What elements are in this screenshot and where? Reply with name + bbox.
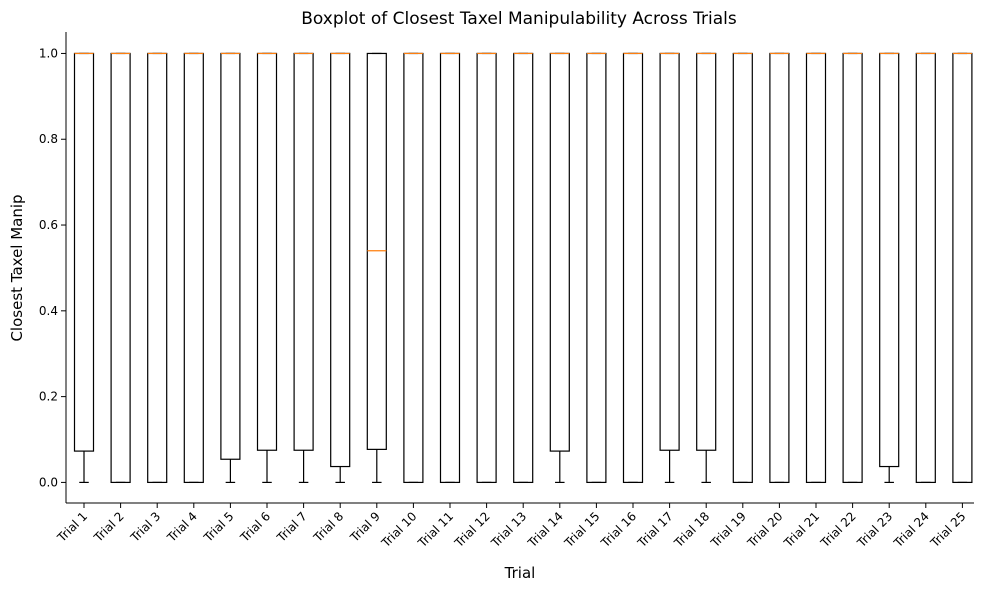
box-9 (366, 52, 387, 484)
box-20 (769, 52, 790, 484)
x-tick-label: Trial 8 (310, 509, 346, 545)
box-body (366, 52, 387, 450)
box-23 (879, 52, 900, 484)
x-axis-ticks: Trial 1 Trial 2 Trial 3 Trial 4 Trial 5 Trial… (54, 503, 969, 551)
box-body (842, 52, 863, 484)
box-7 (293, 52, 314, 484)
box-13 (513, 52, 534, 484)
x-tick-label: Trial 7 (274, 509, 310, 545)
box-body (732, 52, 753, 484)
box-body (659, 52, 680, 451)
x-tick-label: Trial 15 (561, 509, 602, 550)
box-body (696, 52, 717, 451)
box-11 (439, 52, 461, 484)
x-tick-label: Trial 20 (744, 509, 785, 550)
y-tick-label: 0.0 (39, 475, 58, 489)
x-tick-label: Trial 16 (598, 509, 639, 550)
box-3 (147, 52, 168, 484)
box-body (403, 52, 424, 484)
box-body (586, 52, 607, 484)
chart-title: Boxplot of Closest Taxel Manipulability … (301, 9, 737, 29)
box-5 (220, 52, 241, 484)
box-17 (659, 52, 680, 484)
x-tick-label: Trial 6 (237, 509, 273, 545)
box-body (476, 52, 497, 484)
box-19 (732, 52, 753, 484)
box-2 (110, 52, 131, 484)
box-6 (256, 52, 278, 484)
box-14 (549, 52, 570, 484)
box-body (439, 52, 461, 484)
box-body (915, 52, 936, 484)
y-axis-ticks: 0.0 0.2 0.4 0.6 0.8 1.0 (39, 46, 66, 489)
x-tick-label: Trial 19 (707, 509, 748, 550)
box-15 (586, 52, 607, 484)
y-tick-label: 0.6 (39, 218, 58, 232)
x-tick-label: Trial 25 (927, 509, 968, 550)
plot-area (73, 52, 973, 484)
box-4 (183, 52, 204, 484)
x-tick-label: Trial 2 (91, 509, 127, 545)
box-body (952, 52, 973, 484)
box-body (513, 52, 534, 484)
box-body (256, 52, 278, 451)
x-tick-label: Trial 9 (347, 509, 383, 545)
y-tick-label: 0.8 (39, 132, 58, 146)
x-tick-label: Trial 13 (488, 509, 529, 550)
box-10 (403, 52, 424, 484)
box-body (549, 52, 570, 452)
x-tick-label: Trial 22 (817, 509, 858, 550)
x-tick-label: Trial 11 (415, 509, 456, 550)
y-tick-label: 0.4 (39, 304, 58, 318)
x-tick-label: Trial 10 (378, 509, 419, 550)
x-tick-label: Trial 5 (200, 509, 236, 545)
x-tick-label: Trial 3 (127, 509, 163, 545)
x-tick-label: Trial 1 (54, 509, 90, 545)
box-body (110, 52, 131, 484)
box-body (147, 52, 168, 484)
box-25 (952, 52, 973, 484)
x-tick-label: Trial 23 (854, 509, 895, 550)
box-1 (73, 52, 95, 484)
box-body (805, 52, 827, 484)
x-tick-label: Trial 12 (451, 509, 492, 550)
box-8 (330, 52, 351, 484)
box-body (622, 52, 644, 484)
box-body (769, 52, 790, 484)
box-18 (696, 52, 717, 484)
box-body (220, 52, 241, 460)
x-tick-label: Trial 4 (164, 509, 200, 545)
y-axis-label: Closest Taxel Manip (8, 194, 26, 341)
x-tick-label: Trial 18 (671, 509, 712, 550)
box-body (293, 52, 314, 451)
y-tick-label: 1.0 (39, 46, 58, 60)
x-axis-label: Trial (504, 564, 536, 582)
box-body (879, 52, 900, 468)
box-21 (805, 52, 827, 484)
y-tick-label: 0.2 (39, 390, 58, 404)
box-16 (622, 52, 644, 484)
box-body (330, 52, 351, 468)
box-body (183, 52, 204, 484)
x-tick-label: Trial 24 (890, 509, 931, 550)
x-tick-label: Trial 14 (524, 509, 565, 550)
x-tick-label: Trial 17 (634, 509, 675, 550)
box-22 (842, 52, 863, 484)
x-tick-label: Trial 21 (781, 509, 822, 550)
box-24 (915, 52, 936, 484)
box-12 (476, 52, 497, 484)
box-body (73, 52, 95, 452)
